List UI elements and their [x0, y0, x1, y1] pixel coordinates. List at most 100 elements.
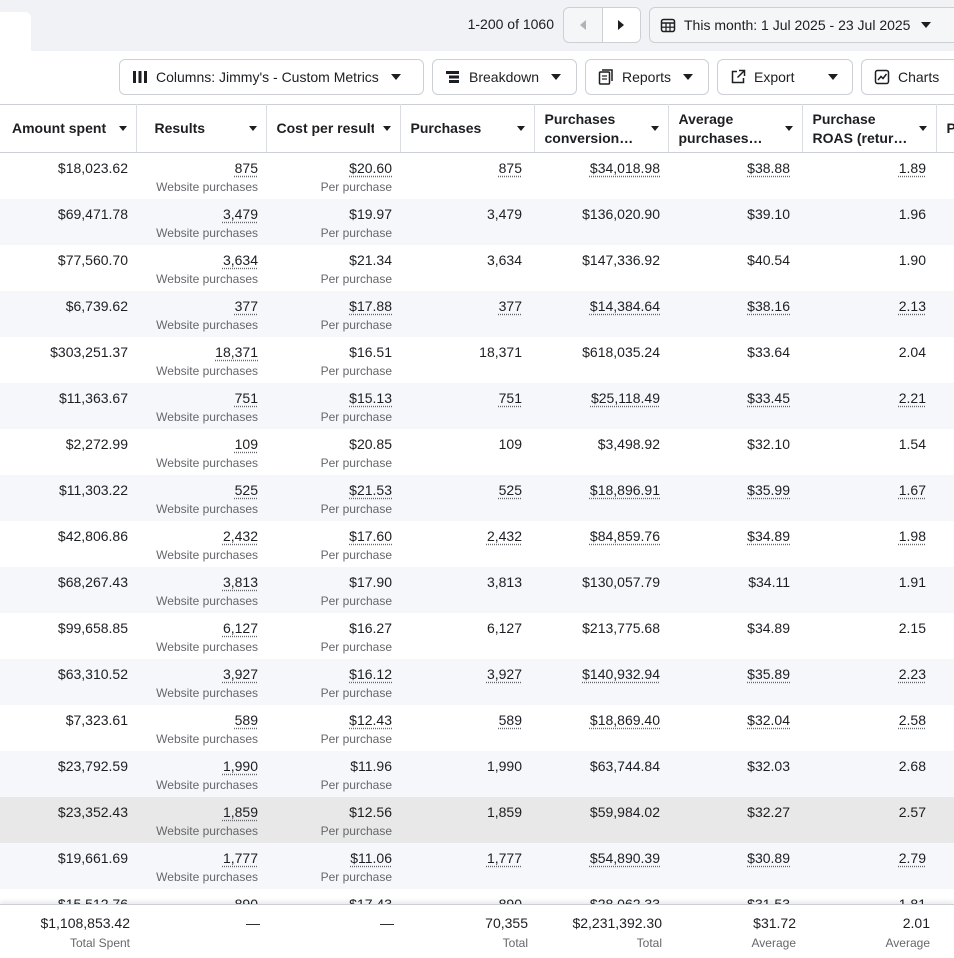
column-header-results[interactable]: Results [136, 104, 267, 153]
roas-value[interactable]: 2.13 [898, 297, 926, 314]
column-header-purchase-roas[interactable]: Purchase ROAS (retur… [802, 104, 937, 153]
cost-per-result-value[interactable]: $17.88 [349, 297, 392, 314]
purchases-value[interactable]: 589 [498, 711, 522, 728]
columns-label: Columns: Jimmy's - Custom Metrics [156, 69, 379, 85]
purchases-value[interactable]: 875 [498, 160, 522, 176]
breakdown-button[interactable]: Breakdown [432, 59, 577, 95]
roas-value[interactable]: 2.21 [898, 389, 926, 406]
roas-value[interactable]: 1.67 [898, 481, 926, 498]
tab-active-area[interactable] [0, 12, 31, 51]
cost-per-result-value[interactable]: $17.60 [349, 527, 392, 544]
results-value[interactable]: 3,813 [222, 573, 258, 590]
cost-per-result-value[interactable]: $15.13 [349, 389, 392, 406]
table-row[interactable]: $99,658.85 6,127 Website purchases $16.27 Pe… [0, 613, 954, 659]
purchases-value[interactable]: 751 [498, 389, 522, 406]
average-purchase-value[interactable]: $32.04 [747, 711, 790, 728]
table-row[interactable]: $63,310.52 3,927 Website purchases $16.12 Pe… [0, 658, 954, 705]
results-value[interactable]: 875 [234, 160, 258, 176]
conversion-value[interactable]: $18,896.91 [589, 481, 660, 498]
columns-button[interactable]: Columns: Jimmy's - Custom Metrics [119, 59, 424, 95]
column-header-purchases-conversion[interactable]: Purchases conversion… [534, 104, 669, 153]
results-sublabel: Website purchases [156, 777, 258, 792]
table-row[interactable]: $42,806.86 2,432 Website purchases $17.60 Pe… [0, 521, 954, 567]
average-purchase-value[interactable]: $35.99 [747, 481, 790, 498]
cost-per-result-value[interactable]: $12.43 [349, 711, 392, 728]
table-cell: 875 Website purchases [136, 153, 266, 199]
results-value[interactable]: 525 [234, 481, 258, 498]
table-row[interactable]: $69,471.78 3,479 Website purchases $19.97 Pe… [0, 198, 954, 245]
average-purchase-value[interactable]: $35.89 [747, 665, 790, 682]
table-row[interactable]: $11,363.67 751 Website purchases $15.13 Per … [0, 382, 954, 429]
export-options-button[interactable] [813, 59, 853, 95]
table-row[interactable]: $15,512.76 890Website purchases$17.43Per … [0, 889, 954, 905]
cost-per-result-value[interactable]: $11.06 [350, 849, 392, 866]
column-header-amount-spent[interactable]: Amount spent [0, 104, 137, 153]
amount-spent-value: $6,739.62 [65, 297, 128, 314]
table-row[interactable]: $77,560.70 3,634 Website purchases $21.34 Pe… [0, 245, 954, 291]
purchases-value[interactable]: 525 [498, 481, 522, 498]
conversion-value[interactable]: $54,890.39 [589, 849, 660, 866]
results-value[interactable]: 589 [234, 711, 258, 728]
purchases-value[interactable]: 3,927 [486, 665, 522, 682]
table-row[interactable]: $11,303.22 525 Website purchases $21.53 Per … [0, 474, 954, 521]
results-value[interactable]: 377 [234, 297, 258, 314]
results-value[interactable]: 2,432 [222, 527, 258, 544]
table-cell: 2.21 [802, 383, 936, 429]
table-row[interactable]: $18,023.62 875 Website purchases $20.60 Per … [0, 153, 954, 199]
purchases-value[interactable]: 2,432 [486, 527, 522, 544]
date-range-picker[interactable]: This month: 1 Jul 2025 - 23 Jul 2025 [649, 7, 954, 43]
table-row[interactable]: $23,352.43 1,859 Website purchases $12.56 Pe… [0, 796, 954, 843]
charts-button[interactable]: Charts [861, 59, 954, 95]
conversion-value[interactable]: $34,018.98 [589, 160, 660, 176]
results-value[interactable]: 6,127 [222, 619, 258, 636]
average-purchase-value[interactable]: $38.88 [747, 160, 790, 176]
prev-page-button[interactable] [564, 8, 602, 42]
results-value[interactable]: 1,777 [222, 849, 258, 866]
results-value[interactable]: 18,371 [215, 343, 258, 360]
cost-per-result-value[interactable]: $16.12 [349, 665, 392, 682]
average-purchase-value[interactable]: $30.89 [747, 849, 790, 866]
conversion-value[interactable]: $25,118.49 [590, 389, 660, 406]
roas-value[interactable]: 2.58 [898, 711, 926, 728]
conversion-value[interactable]: $14,384.64 [589, 297, 660, 314]
column-header-cost-per-result[interactable]: Cost per result [266, 104, 401, 153]
average-purchase-value[interactable]: $38.16 [747, 297, 790, 314]
table-row[interactable]: $68,267.43 3,813 Website purchases $17.90 Pe… [0, 566, 954, 613]
reports-button[interactable]: Reports [585, 59, 709, 95]
column-header-purchases[interactable]: Purchases [400, 104, 535, 153]
roas-value[interactable]: 2.79 [898, 849, 926, 866]
roas-value[interactable]: 2.23 [898, 665, 926, 682]
table-row[interactable]: $19,661.69 1,777 Website purchases $11.06 Pe… [0, 842, 954, 889]
table-row[interactable]: $6,739.62 377 Website purchases $17.88 Per p… [0, 290, 954, 337]
table-cell: $23,352.43 [0, 797, 136, 843]
roas-value[interactable]: 1.89 [898, 160, 926, 176]
results-value[interactable]: 109 [234, 435, 258, 452]
table-row[interactable]: $7,323.61 589 Website purchases $12.43 Per p… [0, 705, 954, 751]
results-value[interactable]: 1,859 [222, 803, 258, 820]
table-row[interactable]: $2,272.99 109 Website purchases $20.85 Per p… [0, 429, 954, 475]
conversion-value[interactable]: $140,932.94 [582, 665, 660, 682]
average-purchase-value[interactable]: $33.45 [747, 389, 790, 406]
average-purchase-value[interactable]: $34.89 [747, 527, 790, 544]
purchases-value[interactable]: 1,777 [486, 849, 522, 866]
column-header-truncated[interactable]: P [936, 104, 954, 153]
results-value[interactable]: 1,990 [222, 757, 258, 774]
cost-per-result-value[interactable]: $21.53 [349, 481, 392, 498]
table-row[interactable]: $303,251.37 18,371 Website purchases $16.51… [0, 337, 954, 383]
results-value[interactable]: 751 [234, 389, 258, 406]
export-button[interactable]: Export [717, 59, 814, 95]
results-value[interactable]: 3,634 [222, 251, 258, 268]
table-row[interactable]: $23,792.59 1,990 Website purchases $11.96 Pe… [0, 750, 954, 797]
conversion-value[interactable]: $18,869.40 [589, 711, 660, 728]
table-cell: $213,775.68 [534, 613, 668, 659]
conversion-value[interactable]: $84,859.76 [589, 527, 660, 544]
results-value[interactable]: 3,479 [222, 205, 258, 222]
cost-per-result-value[interactable]: $20.60 [349, 160, 392, 176]
column-header-average-purchases[interactable]: Average purchases… [668, 104, 803, 153]
cpr-sublabel: Per purchase [320, 593, 392, 608]
next-page-button[interactable] [601, 8, 640, 42]
roas-value[interactable]: 1.98 [898, 527, 926, 544]
results-value[interactable]: 3,927 [222, 665, 258, 682]
results-value[interactable]: 890 [234, 895, 258, 905]
purchases-value[interactable]: 377 [498, 297, 522, 314]
